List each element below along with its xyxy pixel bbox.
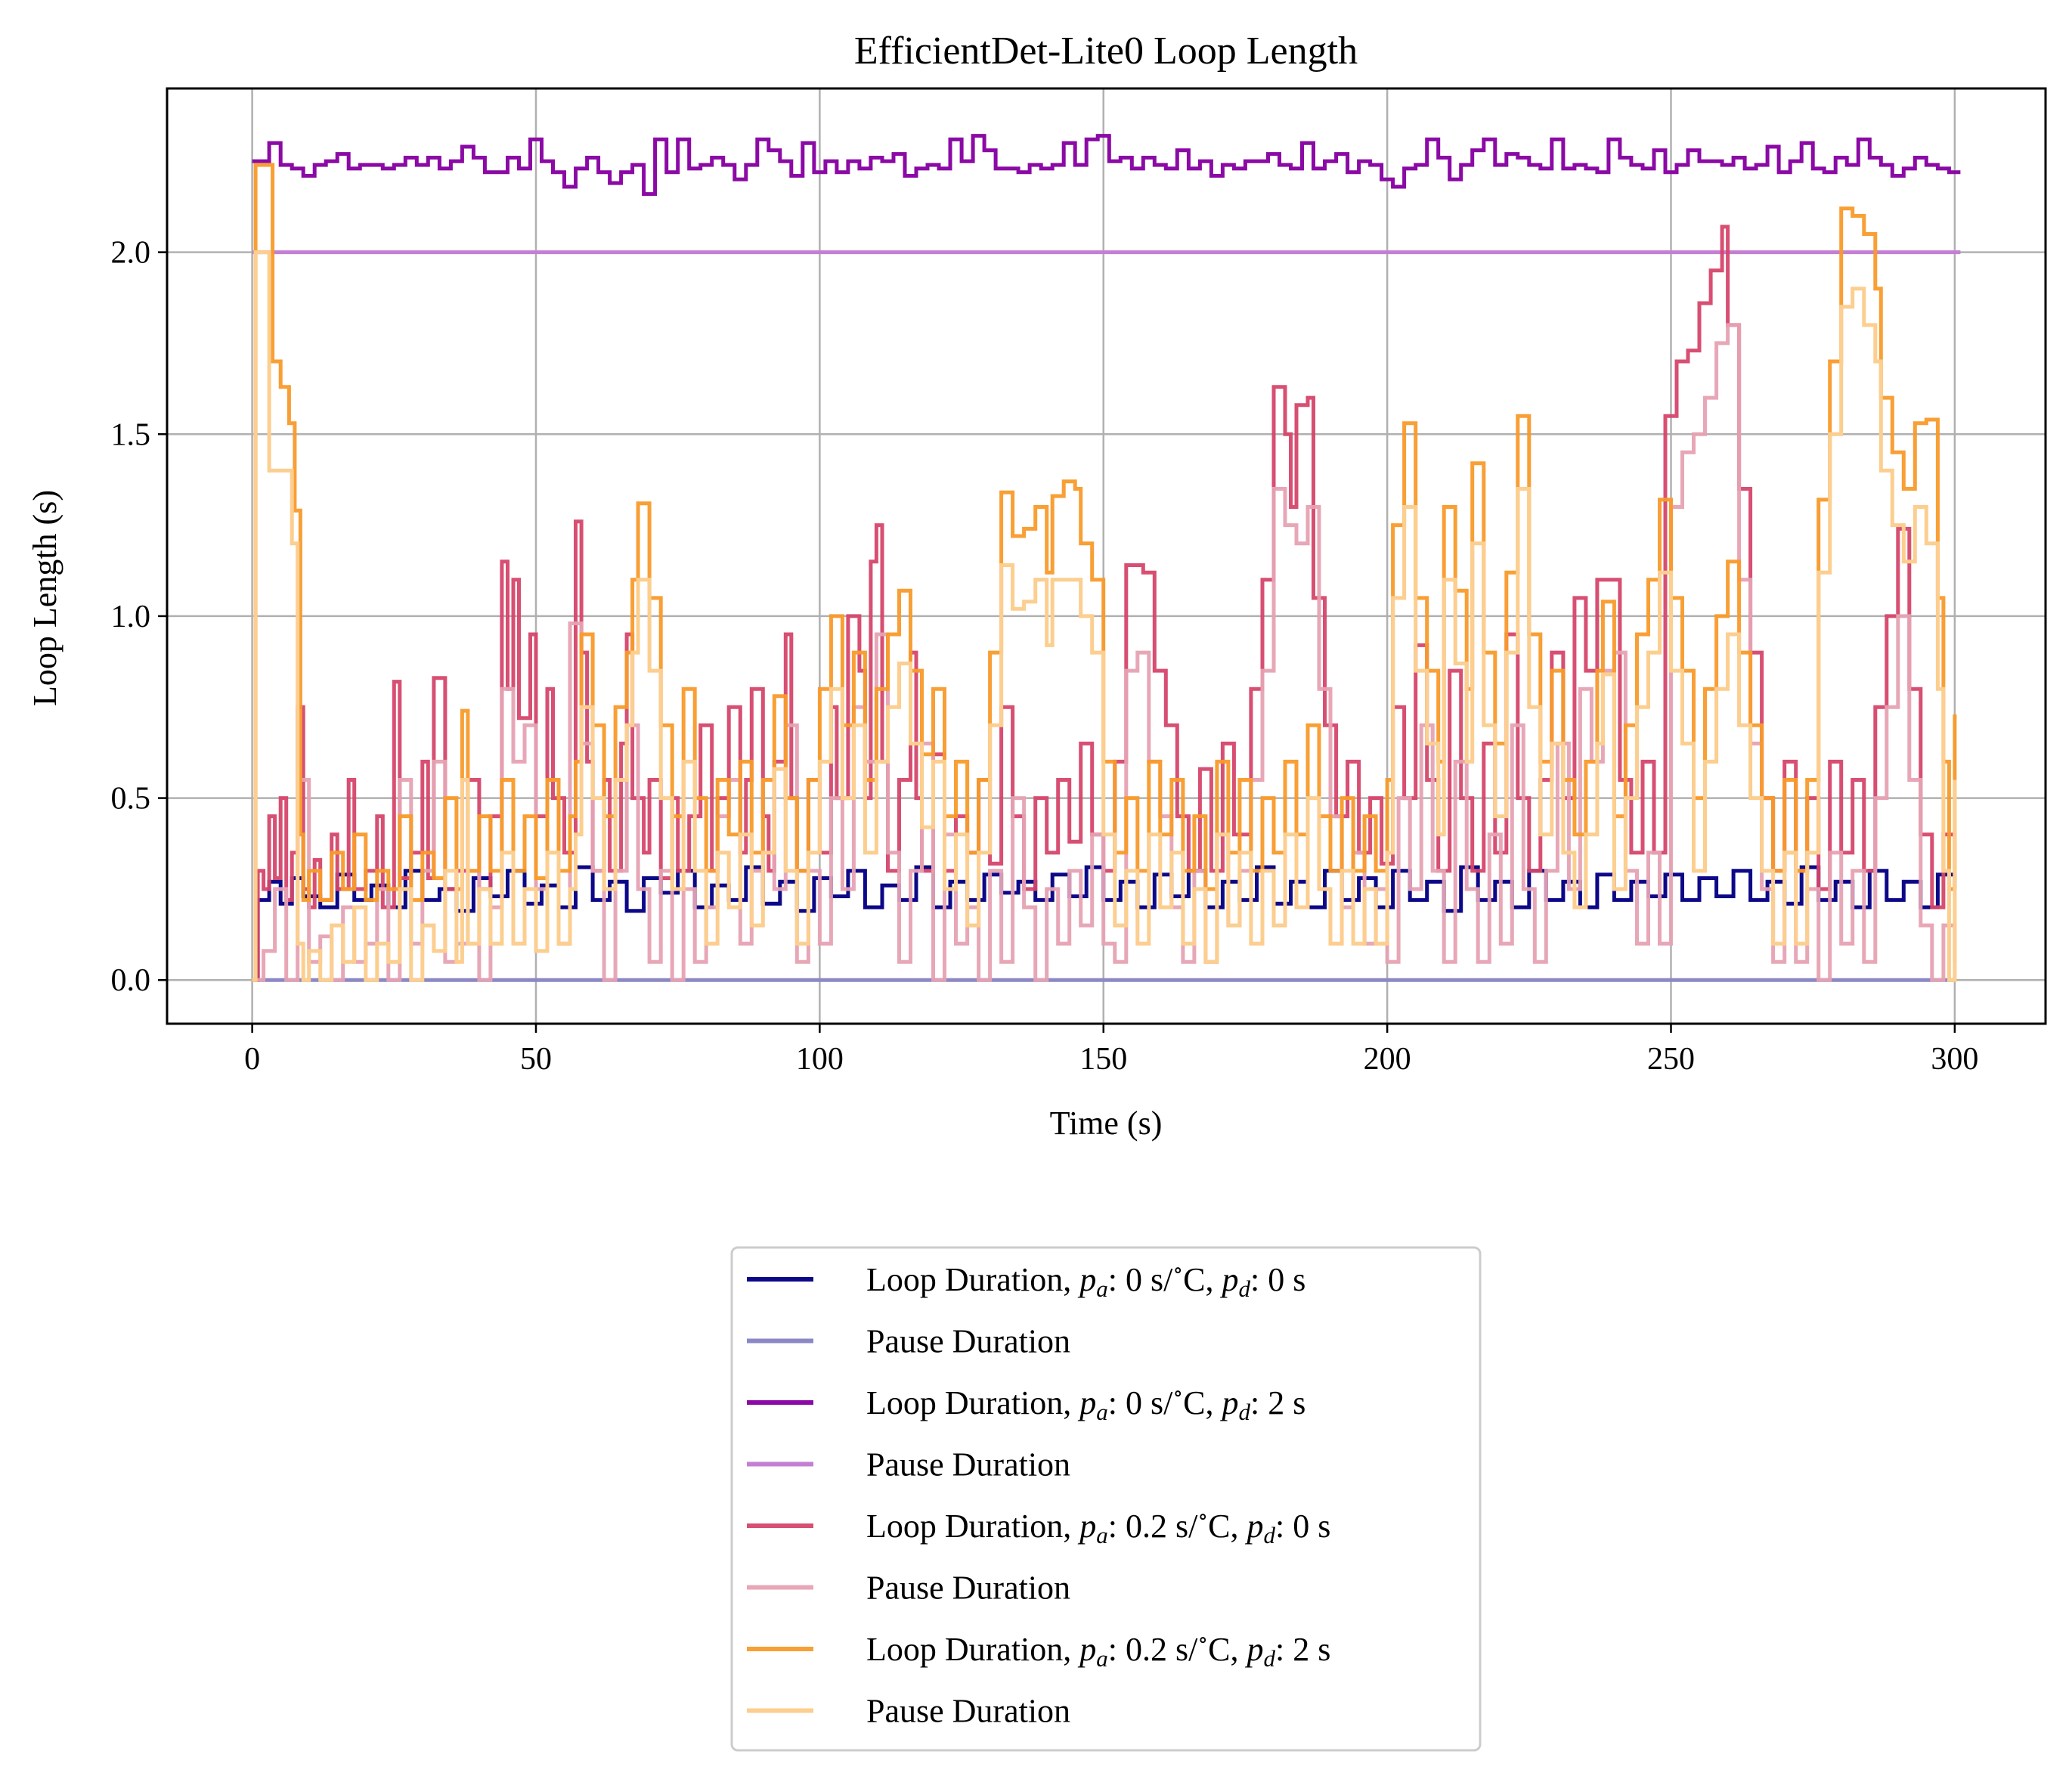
legend-label: Loop Duration, pa: 0 s/∘C, pd: 2 s <box>866 1382 1305 1425</box>
legend-label: Loop Duration, pa: 0.2 s/∘C, pd: 2 s <box>866 1629 1330 1672</box>
legend-label: Pause Duration <box>866 1570 1070 1607</box>
x-tick-label: 0 <box>244 1042 260 1077</box>
x-tick-label: 100 <box>796 1042 844 1077</box>
legend-label: Pause Duration <box>866 1446 1070 1483</box>
series-line-pause_d <box>252 250 1957 982</box>
x-tick-label: 300 <box>1931 1042 1978 1077</box>
x-tick-label: 250 <box>1647 1042 1695 1077</box>
y-axis: 0.0 0.5 1.0 1.5 2.0 <box>111 236 167 998</box>
series-line-loop_b <box>252 134 1961 197</box>
y-tick-label: 0.5 <box>111 782 151 817</box>
legend-label: Loop Duration, pa: 0 s/∘C, pd: 0 s <box>866 1259 1305 1302</box>
x-axis: 0 50 100 150 200 250 300 <box>244 1024 1978 1077</box>
y-tick-label: 2.0 <box>111 236 151 271</box>
legend-box <box>730 1246 1482 1752</box>
legend-label: Pause Duration <box>866 1323 1070 1360</box>
plot-area <box>252 134 1961 982</box>
y-axis-title: Loop Length (s) <box>26 490 63 706</box>
x-tick-label: 50 <box>520 1042 552 1077</box>
series-line-loop_a <box>252 865 1957 982</box>
plot-frame <box>166 87 2047 1025</box>
x-tick-label: 200 <box>1364 1042 1411 1077</box>
series-layer <box>252 134 1961 982</box>
x-axis-title: Time (s) <box>1050 1105 1163 1142</box>
legend: Loop Duration, pa: 0 s/∘C, pd: 0 s Pause … <box>730 1246 1482 1752</box>
legend-label: Pause Duration <box>866 1693 1070 1730</box>
legend-label: Loop Duration, pa: 0.2 s/∘C, pd: 0 s <box>866 1505 1330 1548</box>
y-tick-label: 0.0 <box>111 963 151 998</box>
x-tick-label: 150 <box>1079 1042 1127 1077</box>
chart-title: EfficientDet-Lite0 Loop Length <box>854 29 1358 73</box>
y-tick-label: 1.5 <box>111 417 151 452</box>
y-tick-label: 1.0 <box>111 600 151 634</box>
